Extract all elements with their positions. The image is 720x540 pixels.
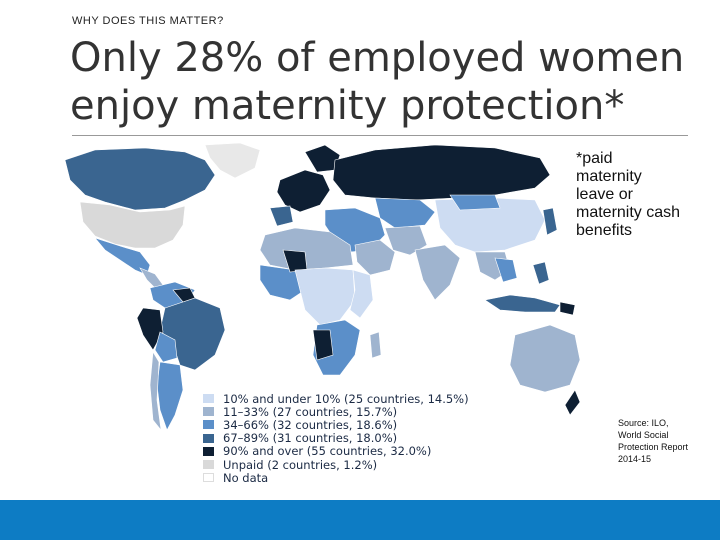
region-indonesia (484, 294, 561, 313)
region-mongolia (449, 194, 501, 211)
footer-bar (0, 500, 720, 540)
region-australia (509, 324, 580, 393)
legend-label: 67–89% (31 countries, 18.0%) (223, 431, 398, 446)
source-line: Source: ILO, (618, 418, 669, 428)
region-japan-korea (542, 207, 558, 236)
region-east-africa (349, 269, 374, 319)
legend-label: Unpaid (2 countries, 1.2%) (223, 457, 378, 472)
slide-title: Only 28% of employed women enjoy materni… (70, 34, 690, 130)
slide-title-line-2: enjoy maternity protection* (70, 83, 625, 129)
legend-swatch (203, 473, 214, 483)
region-chile (149, 351, 162, 432)
legend-swatch (203, 433, 214, 443)
legend-swatch (203, 407, 214, 417)
legend-label: 11–33% (27 countries, 15.7%) (223, 404, 398, 419)
legend-item: 67–89% (31 countries, 18.0%) (203, 431, 469, 446)
region-western-europe (276, 169, 331, 213)
region-canada (64, 147, 216, 211)
world-map (55, 140, 580, 495)
region-central-asia (374, 197, 436, 229)
footnote-line: benefits (576, 222, 633, 239)
kicker: WHY DOES THIS MATTER? (72, 15, 224, 27)
region-peru (136, 307, 164, 351)
region-usa (79, 201, 186, 249)
slide-title-line-1: Only 28% of employed women (70, 35, 685, 81)
region-india (414, 244, 461, 301)
legend-item: 11–33% (27 countries, 15.7%) (203, 404, 469, 419)
region-arabia (354, 239, 396, 276)
legend-label: 90% and over (55 countries, 32.0%) (223, 444, 432, 459)
legend-item: 34–66% (32 countries, 18.6%) (203, 417, 469, 432)
legend-label: No data (223, 470, 269, 485)
map-legend: 10% and under 10% (25 countries, 14.5%) … (203, 391, 469, 485)
region-madagascar (369, 331, 382, 359)
legend-swatch (203, 460, 214, 470)
source-line: World Social (618, 430, 669, 440)
region-papua (559, 301, 576, 316)
legend-swatch (203, 394, 214, 404)
legend-item: No data (203, 470, 469, 485)
region-argentina (156, 361, 184, 431)
legend-swatch (203, 446, 214, 456)
region-iberia (269, 205, 294, 227)
region-central-america (139, 267, 164, 289)
footnote-line: leave or (576, 186, 633, 203)
region-bolivia (154, 331, 178, 363)
source-line: 2014-15 (618, 454, 652, 464)
region-greenland (204, 142, 261, 179)
region-russia (332, 144, 551, 201)
legend-label: 10% and under 10% (25 countries, 14.5%) (223, 391, 469, 406)
legend-item: 90% and over (55 countries, 32.0%) (203, 444, 469, 459)
region-central-africa (294, 267, 356, 326)
footnote-paid-maternity: *paid maternity leave or maternity cash … (576, 150, 706, 240)
region-indochina (494, 257, 518, 283)
region-new-zealand (564, 389, 580, 416)
title-divider (72, 135, 688, 136)
legend-label: 34–66% (32 countries, 18.6%) (223, 417, 398, 432)
footnote-line: maternity (576, 168, 642, 185)
region-namibia (312, 329, 334, 361)
footnote-line: maternity cash (576, 204, 681, 221)
footnote-line: *paid (576, 150, 613, 167)
source-line: Protection Report (618, 442, 689, 452)
legend-item: 10% and under 10% (25 countries, 14.5%) (203, 391, 469, 406)
legend-swatch (203, 420, 214, 430)
region-north-africa (259, 227, 354, 271)
region-china (434, 197, 546, 253)
source-citation: Source: ILO, World Social Protection Rep… (618, 417, 718, 465)
region-philippines (532, 261, 550, 285)
legend-item: Unpaid (2 countries, 1.2%) (203, 457, 469, 472)
